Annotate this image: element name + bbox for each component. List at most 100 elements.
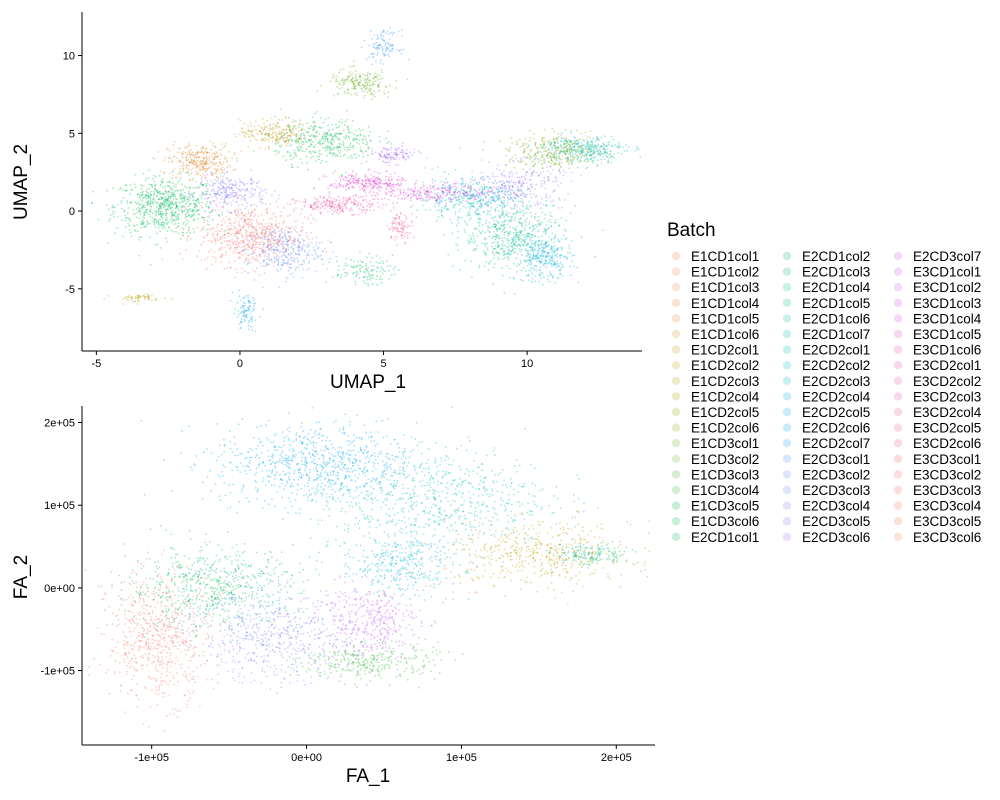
umap-point bbox=[206, 193, 209, 196]
umap-point bbox=[547, 240, 550, 243]
umap-point bbox=[233, 249, 236, 252]
umap-point bbox=[296, 146, 298, 149]
umap-point bbox=[204, 170, 207, 173]
umap-point bbox=[332, 201, 334, 203]
umap-point bbox=[154, 200, 157, 203]
umap-point bbox=[235, 251, 238, 254]
umap-point bbox=[197, 151, 200, 153]
umap-point bbox=[533, 268, 536, 271]
umap-point bbox=[164, 213, 167, 216]
umap-point bbox=[324, 247, 326, 250]
umap-point bbox=[299, 158, 302, 161]
umap-point bbox=[539, 266, 542, 269]
umap-point bbox=[510, 216, 513, 219]
umap-point bbox=[379, 61, 382, 64]
umap-point bbox=[521, 239, 524, 242]
umap-point bbox=[499, 204, 501, 207]
umap-point bbox=[399, 230, 402, 233]
umap-point bbox=[248, 241, 251, 244]
umap-point bbox=[344, 204, 347, 206]
umap-point bbox=[144, 206, 146, 209]
umap-point bbox=[543, 243, 546, 246]
umap-point bbox=[294, 238, 296, 241]
umap-point bbox=[192, 202, 195, 205]
umap-point bbox=[401, 29, 403, 31]
umap-point bbox=[285, 255, 287, 258]
umap-point bbox=[492, 235, 494, 238]
umap-point bbox=[503, 221, 505, 224]
umap-point bbox=[205, 167, 208, 170]
umap-point bbox=[244, 193, 247, 196]
umap-point bbox=[294, 220, 296, 223]
umap-point bbox=[237, 204, 240, 207]
umap-point bbox=[512, 189, 515, 192]
umap-point bbox=[343, 148, 346, 151]
umap-point bbox=[279, 138, 281, 141]
umap-point bbox=[551, 257, 553, 260]
umap-point bbox=[401, 179, 403, 182]
umap-point bbox=[367, 125, 370, 128]
umap-point bbox=[293, 152, 295, 155]
umap-point bbox=[231, 241, 233, 244]
umap-point bbox=[251, 225, 253, 228]
umap-point bbox=[366, 58, 368, 61]
umap-point bbox=[167, 191, 170, 194]
umap-point bbox=[148, 183, 151, 186]
umap-point bbox=[314, 219, 317, 222]
umap-point bbox=[349, 196, 352, 199]
umap-point bbox=[208, 151, 210, 154]
umap-point bbox=[470, 216, 473, 219]
umap-point bbox=[305, 257, 308, 260]
umap-point bbox=[385, 151, 388, 154]
umap-point bbox=[162, 201, 165, 204]
umap-point bbox=[155, 232, 158, 235]
umap-point bbox=[553, 254, 556, 257]
umap-point bbox=[372, 186, 375, 188]
umap-point bbox=[311, 150, 314, 153]
umap-point bbox=[372, 83, 375, 86]
umap-point bbox=[312, 204, 315, 207]
umap-point bbox=[235, 135, 238, 138]
umap-point bbox=[413, 236, 415, 239]
umap-point bbox=[192, 177, 195, 180]
umap-point bbox=[205, 147, 208, 150]
umap-point bbox=[206, 158, 208, 161]
umap-point bbox=[382, 48, 384, 50]
umap-point bbox=[559, 268, 562, 270]
umap-point bbox=[315, 198, 317, 201]
umap-point bbox=[141, 223, 144, 226]
umap-point bbox=[205, 184, 208, 187]
umap-point bbox=[515, 211, 518, 214]
umap-point bbox=[267, 243, 269, 246]
umap-point bbox=[339, 68, 342, 71]
umap-point bbox=[244, 219, 246, 222]
umap-point bbox=[237, 196, 239, 199]
umap-point bbox=[362, 187, 364, 189]
umap-point bbox=[197, 198, 200, 201]
umap-point bbox=[287, 259, 289, 262]
umap-point bbox=[368, 131, 371, 133]
umap-point bbox=[402, 151, 405, 154]
umap-point bbox=[506, 265, 509, 267]
umap-point bbox=[177, 181, 180, 184]
umap-point bbox=[422, 181, 424, 184]
umap-point bbox=[341, 176, 343, 178]
umap-point bbox=[369, 140, 372, 143]
umap-point bbox=[517, 244, 520, 247]
umap-point bbox=[217, 177, 220, 180]
umap-point bbox=[204, 157, 207, 159]
umap-point bbox=[209, 203, 212, 206]
umap-point bbox=[205, 154, 208, 157]
umap-point bbox=[150, 190, 153, 193]
umap-point bbox=[356, 138, 359, 141]
umap-point bbox=[175, 202, 178, 204]
umap-point bbox=[199, 204, 202, 207]
umap-point bbox=[271, 213, 274, 216]
umap-point bbox=[264, 147, 267, 150]
umap-point bbox=[217, 230, 220, 232]
umap-point bbox=[558, 265, 560, 268]
umap-point bbox=[192, 194, 194, 197]
umap-point bbox=[298, 263, 301, 266]
umap-point bbox=[521, 225, 524, 228]
umap-point bbox=[377, 35, 379, 38]
